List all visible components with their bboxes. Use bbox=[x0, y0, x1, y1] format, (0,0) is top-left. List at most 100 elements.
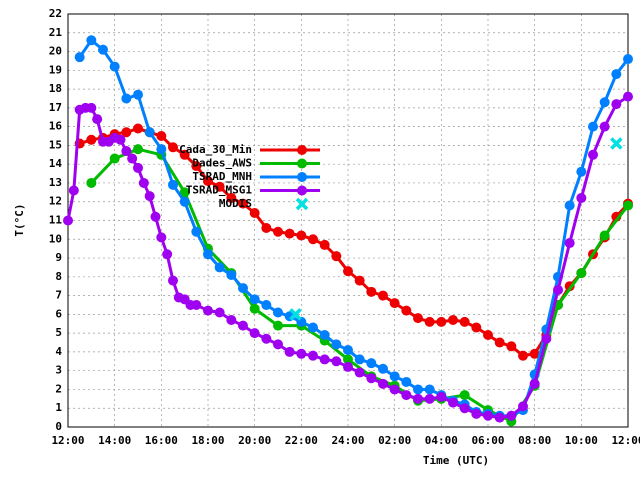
y-tick-label: 7 bbox=[55, 289, 62, 302]
x-tick-label: 14:00 bbox=[98, 434, 131, 447]
y-tick-label: 17 bbox=[49, 101, 62, 114]
data-point bbox=[588, 149, 598, 160]
data-point bbox=[296, 348, 307, 359]
data-point bbox=[238, 320, 248, 331]
data-point bbox=[599, 121, 610, 132]
data-point bbox=[354, 275, 365, 286]
data-point bbox=[238, 198, 248, 209]
legend-label: TSRAD_MNH bbox=[192, 170, 252, 183]
data-point bbox=[273, 307, 283, 318]
data-point bbox=[576, 166, 587, 177]
data-point bbox=[331, 251, 342, 262]
data-point bbox=[413, 393, 423, 404]
data-point bbox=[296, 230, 307, 241]
data-point bbox=[424, 316, 435, 327]
data-point bbox=[203, 176, 213, 187]
x-tick-label: 20:00 bbox=[238, 434, 271, 447]
data-point bbox=[483, 330, 493, 341]
legend-label: MODIS bbox=[219, 197, 252, 210]
y-tick-label: 15 bbox=[49, 138, 62, 151]
data-point bbox=[168, 142, 178, 153]
data-point bbox=[389, 371, 400, 382]
data-point bbox=[68, 185, 79, 196]
y-tick-label: 2 bbox=[55, 382, 62, 395]
data-point bbox=[273, 320, 283, 331]
data-point bbox=[401, 305, 412, 316]
data-point bbox=[343, 266, 353, 277]
data-point bbox=[518, 350, 528, 361]
data-point bbox=[86, 134, 97, 145]
legend-label: TSRAD_MSG1 bbox=[186, 184, 253, 197]
y-tick-label: 5 bbox=[55, 326, 62, 339]
x-tick-label: 24:00 bbox=[331, 434, 364, 447]
data-point bbox=[138, 177, 149, 188]
data-point bbox=[553, 284, 563, 295]
data-point bbox=[424, 384, 435, 395]
data-point bbox=[191, 226, 202, 237]
data-point bbox=[92, 114, 103, 125]
x-axis-label: Time (UTC) bbox=[423, 454, 489, 467]
data-point bbox=[331, 339, 342, 350]
x-tick-label: 18:00 bbox=[191, 434, 224, 447]
data-point bbox=[133, 123, 143, 134]
data-point bbox=[156, 144, 167, 155]
data-point bbox=[471, 322, 482, 333]
data-point bbox=[611, 99, 622, 110]
data-point bbox=[319, 239, 330, 250]
data-point bbox=[564, 200, 575, 211]
data-point bbox=[179, 149, 190, 160]
data-point bbox=[518, 401, 528, 412]
x-tick-label: 12:00 bbox=[611, 434, 640, 447]
data-point bbox=[179, 187, 190, 198]
data-point bbox=[343, 361, 353, 372]
data-point bbox=[203, 305, 213, 316]
data-point bbox=[599, 97, 610, 108]
data-point bbox=[144, 191, 155, 202]
legend-swatch bbox=[297, 158, 307, 169]
data-point bbox=[133, 162, 143, 173]
data-point bbox=[401, 376, 412, 387]
data-point bbox=[121, 127, 132, 138]
data-point bbox=[506, 410, 517, 421]
x-tick-label: 08:00 bbox=[518, 434, 551, 447]
data-point bbox=[506, 341, 517, 352]
y-tick-label: 10 bbox=[49, 232, 62, 245]
data-point bbox=[261, 223, 272, 234]
data-point bbox=[133, 89, 143, 100]
data-point bbox=[289, 308, 302, 321]
data-point bbox=[179, 196, 190, 207]
data-point bbox=[424, 393, 435, 404]
legend-label: Cada_30_Min bbox=[179, 143, 252, 156]
data-point bbox=[156, 232, 167, 243]
data-point bbox=[308, 322, 318, 333]
data-point bbox=[284, 228, 295, 239]
legend-swatch bbox=[297, 185, 307, 196]
data-point bbox=[226, 192, 237, 203]
data-point bbox=[144, 127, 155, 138]
y-tick-label: 3 bbox=[55, 364, 62, 377]
y-tick-label: 11 bbox=[49, 214, 63, 227]
data-point bbox=[121, 93, 132, 104]
data-point bbox=[576, 268, 587, 279]
data-point bbox=[86, 177, 97, 188]
x-tick-label: 22:00 bbox=[285, 434, 318, 447]
data-point bbox=[308, 350, 318, 361]
data-point bbox=[459, 403, 470, 414]
series-line bbox=[78, 38, 630, 418]
data-point bbox=[249, 207, 260, 218]
data-point bbox=[249, 328, 260, 339]
data-point bbox=[331, 356, 342, 367]
data-point bbox=[494, 412, 505, 423]
data-point bbox=[74, 52, 85, 63]
data-point bbox=[308, 234, 318, 245]
y-tick-label: 21 bbox=[49, 26, 63, 39]
x-tick-label: 02:00 bbox=[378, 434, 411, 447]
data-point bbox=[343, 354, 353, 365]
data-point bbox=[249, 303, 260, 314]
data-point bbox=[599, 230, 610, 241]
data-point bbox=[471, 408, 482, 419]
data-point bbox=[576, 192, 587, 203]
data-point bbox=[86, 35, 97, 46]
data-point bbox=[448, 314, 458, 325]
